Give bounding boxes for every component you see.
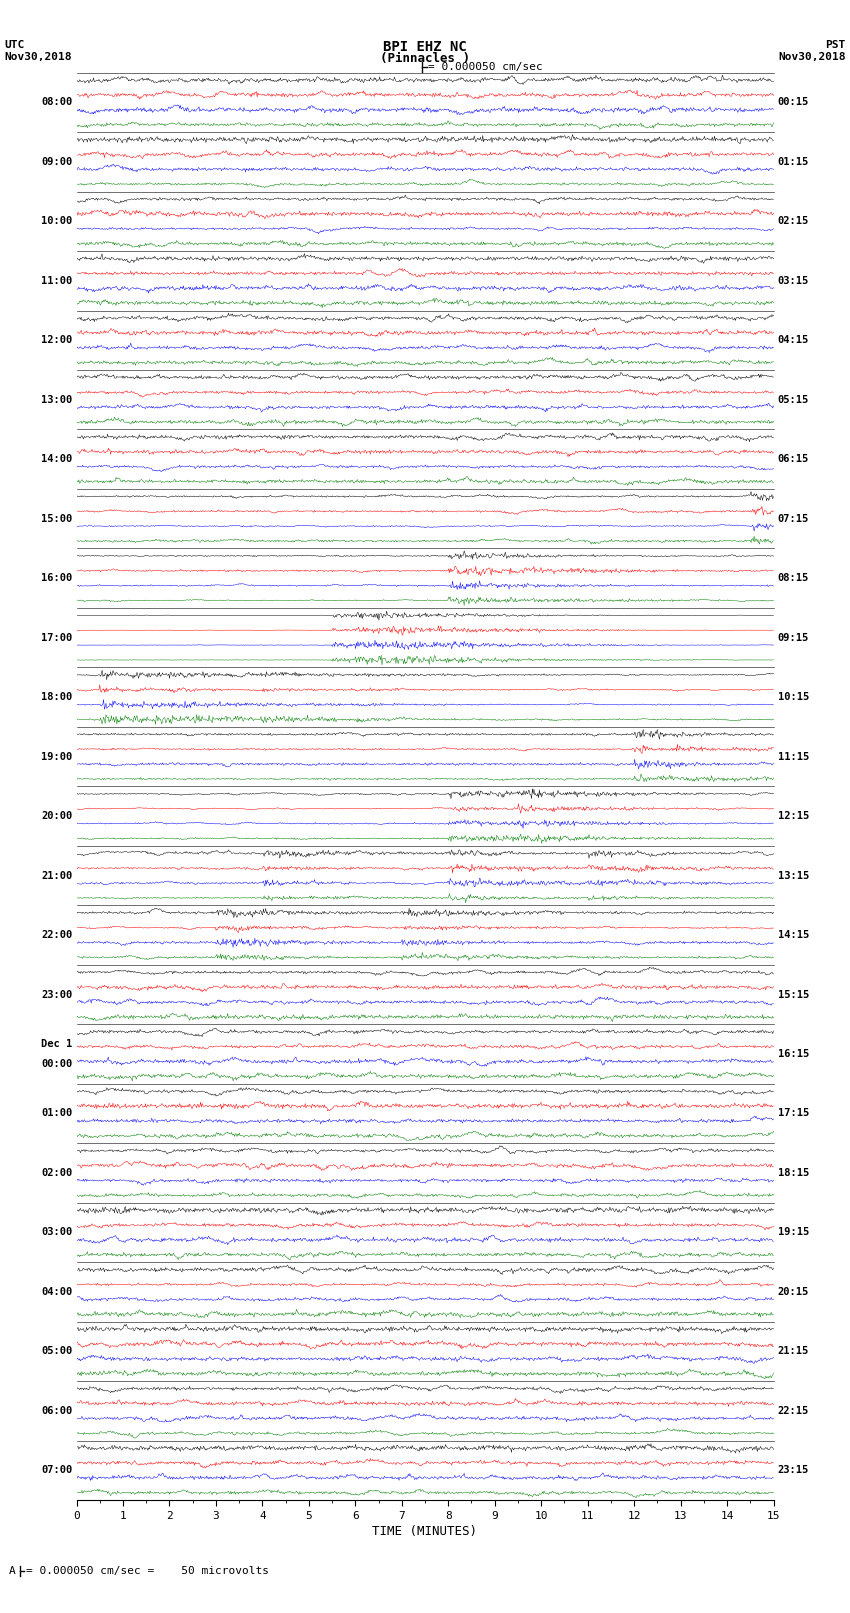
Text: 07:15: 07:15 (778, 513, 809, 524)
Text: 21:15: 21:15 (778, 1347, 809, 1357)
Text: 08:15: 08:15 (778, 573, 809, 584)
Text: Dec 1: Dec 1 (41, 1039, 72, 1050)
Text: 03:00: 03:00 (41, 1227, 72, 1237)
Text: 18:00: 18:00 (41, 692, 72, 702)
Text: 02:00: 02:00 (41, 1168, 72, 1177)
Text: Nov30,2018: Nov30,2018 (779, 52, 846, 61)
Text: 06:15: 06:15 (778, 455, 809, 465)
Text: 08:00: 08:00 (41, 97, 72, 108)
Text: 23:00: 23:00 (41, 989, 72, 1000)
Text: 19:15: 19:15 (778, 1227, 809, 1237)
Text: 19:00: 19:00 (41, 752, 72, 761)
X-axis label: TIME (MINUTES): TIME (MINUTES) (372, 1524, 478, 1537)
Text: PST: PST (825, 40, 846, 50)
Text: = 0.000050 cm/sec: = 0.000050 cm/sec (428, 61, 543, 73)
Text: 09:15: 09:15 (778, 632, 809, 642)
Text: 17:00: 17:00 (41, 632, 72, 642)
Text: 21:00: 21:00 (41, 871, 72, 881)
Text: 22:00: 22:00 (41, 931, 72, 940)
Text: 05:00: 05:00 (41, 1347, 72, 1357)
Text: 12:15: 12:15 (778, 811, 809, 821)
Text: 04:15: 04:15 (778, 336, 809, 345)
Text: 06:00: 06:00 (41, 1407, 72, 1416)
Text: 15:15: 15:15 (778, 989, 809, 1000)
Text: 09:00: 09:00 (41, 156, 72, 166)
Text: 01:15: 01:15 (778, 156, 809, 166)
Text: = 0.000050 cm/sec =    50 microvolts: = 0.000050 cm/sec = 50 microvolts (26, 1566, 269, 1576)
Text: 04:00: 04:00 (41, 1287, 72, 1297)
Text: 13:00: 13:00 (41, 395, 72, 405)
Text: 13:15: 13:15 (778, 871, 809, 881)
Text: 12:00: 12:00 (41, 336, 72, 345)
Text: 14:00: 14:00 (41, 455, 72, 465)
Text: 20:00: 20:00 (41, 811, 72, 821)
Text: 16:15: 16:15 (778, 1048, 809, 1060)
Text: 02:15: 02:15 (778, 216, 809, 226)
Text: 03:15: 03:15 (778, 276, 809, 286)
Text: 20:15: 20:15 (778, 1287, 809, 1297)
Text: UTC: UTC (4, 40, 25, 50)
Text: 10:00: 10:00 (41, 216, 72, 226)
Text: 07:00: 07:00 (41, 1465, 72, 1476)
Text: Nov30,2018: Nov30,2018 (4, 52, 71, 61)
Text: 10:15: 10:15 (778, 692, 809, 702)
Text: 22:15: 22:15 (778, 1407, 809, 1416)
Text: (Pinnacles ): (Pinnacles ) (380, 52, 470, 65)
Text: 23:15: 23:15 (778, 1465, 809, 1476)
Text: 11:15: 11:15 (778, 752, 809, 761)
Text: 15:00: 15:00 (41, 513, 72, 524)
Text: 00:00: 00:00 (41, 1058, 72, 1069)
Text: 11:00: 11:00 (41, 276, 72, 286)
Text: 01:00: 01:00 (41, 1108, 72, 1118)
Text: 17:15: 17:15 (778, 1108, 809, 1118)
Text: 14:15: 14:15 (778, 931, 809, 940)
Text: 16:00: 16:00 (41, 573, 72, 584)
Text: 00:15: 00:15 (778, 97, 809, 108)
Text: 05:15: 05:15 (778, 395, 809, 405)
Text: BPI EHZ NC: BPI EHZ NC (383, 40, 467, 55)
Text: A: A (8, 1566, 15, 1576)
Text: 18:15: 18:15 (778, 1168, 809, 1177)
